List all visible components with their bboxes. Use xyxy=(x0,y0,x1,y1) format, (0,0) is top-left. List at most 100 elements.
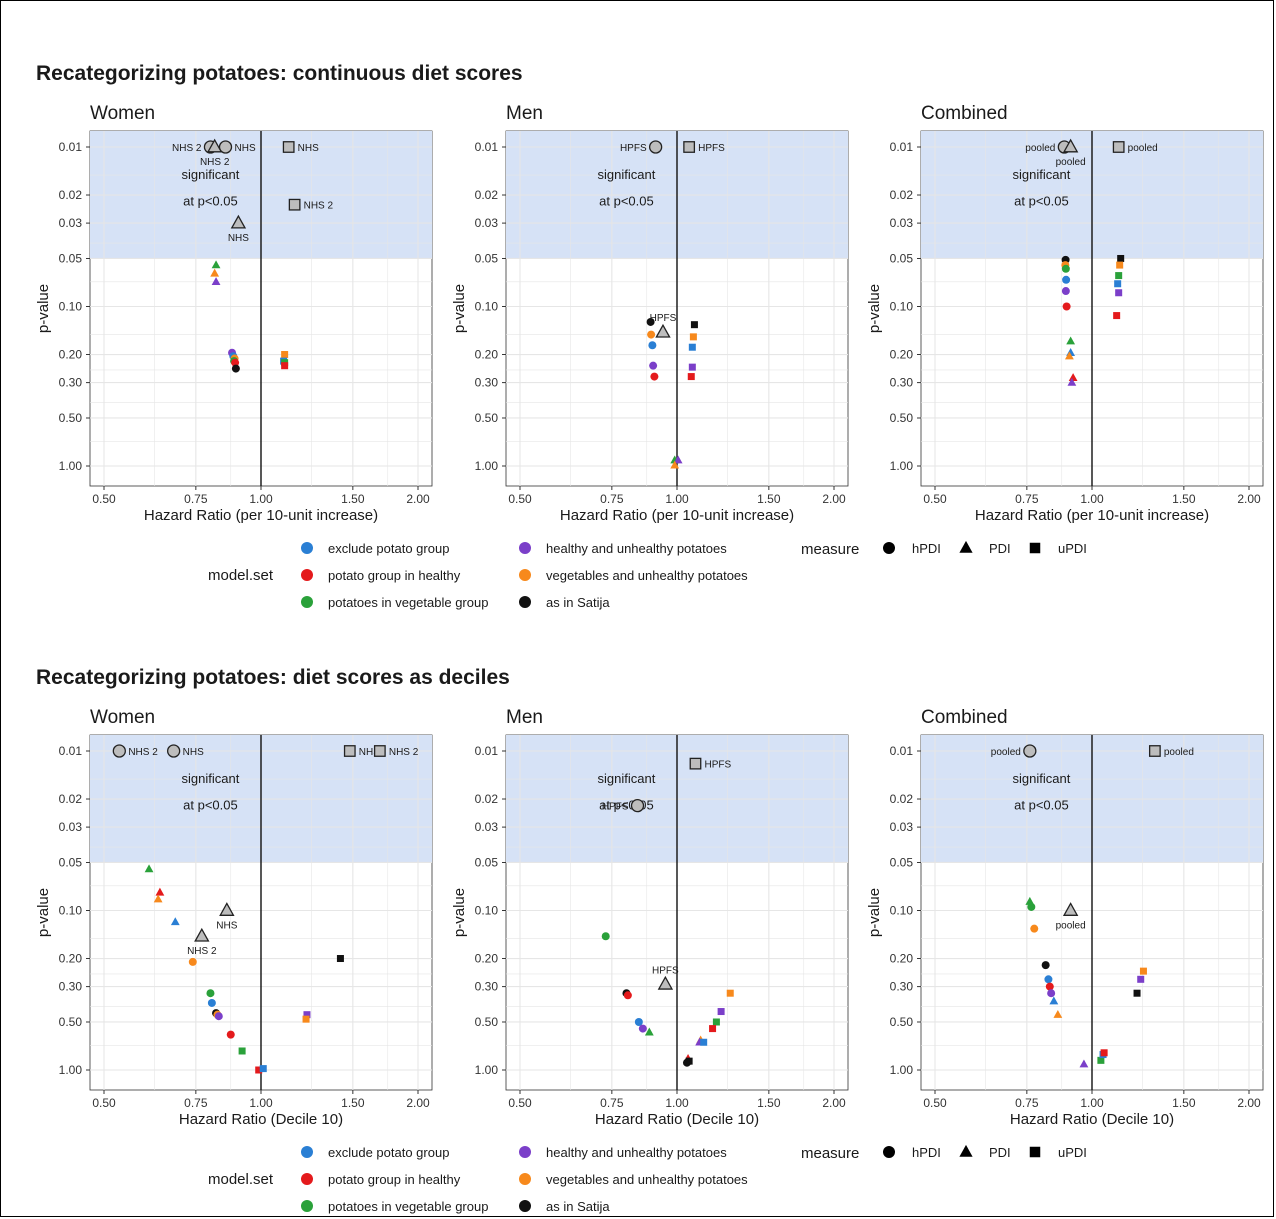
x-tick-label: 1.00 xyxy=(249,1096,273,1110)
x-tick-label: 0.75 xyxy=(600,492,624,506)
data-point xyxy=(682,1058,691,1067)
x-axis-title: Hazard Ratio (Decile 10) xyxy=(595,1111,759,1128)
reference-point xyxy=(112,744,126,758)
data-point xyxy=(1068,373,1078,382)
reference-label: HPFS xyxy=(704,760,731,771)
y-axis-title: p-value xyxy=(451,888,468,937)
y-tick-label: 0.01 xyxy=(890,744,914,758)
data-point xyxy=(1117,254,1125,262)
x-tick-label: 1.50 xyxy=(757,1096,781,1110)
y-tick-label: 0.20 xyxy=(59,952,83,966)
data-point xyxy=(155,887,165,896)
data-point xyxy=(206,989,215,998)
legend-title: measure xyxy=(801,541,859,558)
reference-point xyxy=(194,927,210,942)
data-point xyxy=(650,372,659,381)
data-point xyxy=(238,1047,246,1055)
x-tick-label: 1.00 xyxy=(665,1096,689,1110)
significance-label: at p<0.05 xyxy=(183,194,238,209)
x-tick-label: 2.00 xyxy=(406,1096,430,1110)
data-point xyxy=(1064,351,1074,360)
x-tick-label: 0.50 xyxy=(92,492,116,506)
reference-label: HPFS xyxy=(652,965,679,976)
data-point xyxy=(1049,996,1059,1005)
reference-label: NHS 2 xyxy=(200,157,230,168)
y-tick-label: 1.00 xyxy=(890,459,914,473)
legend-swatch xyxy=(301,1146,313,1158)
y-tick-label: 0.02 xyxy=(59,792,83,806)
panel-combined: Combined 0.01 0.02 0.03 0.05 0.10 0.20 0.30 0.50… xyxy=(866,707,1264,1128)
y-tick-label: 0.05 xyxy=(890,855,914,869)
reference-label: NHS xyxy=(359,747,380,758)
block-title: Recategorizing potatoes: continuous diet… xyxy=(36,62,523,85)
reference-label: HPFS xyxy=(698,143,725,154)
legend-label: PDI xyxy=(989,541,1011,556)
legend-shape xyxy=(959,1144,973,1157)
panel-women: Women 0.01 0.02 0.03 0.05 0.10 0.20 0.30 0.50 1.0… xyxy=(35,707,433,1128)
x-tick-label: 1.50 xyxy=(757,492,781,506)
significance-label: at p<0.05 xyxy=(183,798,238,813)
x-tick-label: 0.50 xyxy=(923,492,947,506)
data-point xyxy=(226,1030,235,1039)
y-tick-label: 0.10 xyxy=(59,904,83,918)
y-tick-label: 0.05 xyxy=(59,251,83,265)
significance-label: at p<0.05 xyxy=(1014,798,1069,813)
legend-swatch xyxy=(519,1146,531,1158)
x-tick-label: 2.00 xyxy=(406,492,430,506)
block-title: Recategorizing potatoes: diet scores as … xyxy=(36,666,510,689)
data-point xyxy=(690,321,698,329)
data-point xyxy=(303,1011,311,1019)
data-point xyxy=(712,1018,720,1026)
data-point xyxy=(1097,1056,1105,1064)
legend-swatch xyxy=(301,1173,313,1185)
data-point xyxy=(688,343,696,351)
legend: model.set exclude potato group potato grou… xyxy=(208,540,1087,610)
reference-label: pooled xyxy=(1164,747,1194,758)
y-tick-label: 0.03 xyxy=(59,216,83,230)
data-point xyxy=(1053,1009,1063,1018)
data-point xyxy=(170,917,180,926)
legend-swatch xyxy=(519,1200,531,1212)
y-tick-label: 0.01 xyxy=(475,140,499,154)
data-point xyxy=(302,1015,310,1023)
reference-label: pooled xyxy=(1056,921,1086,932)
legend-label: as in Satija xyxy=(546,1199,610,1214)
legend-label: vegetables and unhealthy potatoes xyxy=(546,1172,748,1187)
reference-point xyxy=(373,745,386,757)
x-tick-label: 0.50 xyxy=(92,1096,116,1110)
panel-title: Women xyxy=(90,707,155,728)
reference-point xyxy=(1112,141,1125,153)
y-tick-label: 0.05 xyxy=(475,855,499,869)
legend-swatch xyxy=(519,569,531,581)
y-tick-label: 0.02 xyxy=(59,188,83,202)
y-tick-label: 1.00 xyxy=(475,459,499,473)
data-point xyxy=(1067,377,1077,386)
y-tick-label: 0.30 xyxy=(59,980,83,994)
panel-women: Women 0.01 0.02 0.03 0.05 0.10 0.20 0.30 0.50 1.0… xyxy=(35,103,433,524)
data-point xyxy=(648,341,657,350)
y-tick-label: 1.00 xyxy=(475,1063,499,1077)
reference-label: HPFS xyxy=(602,802,629,813)
legend-swatch xyxy=(519,596,531,608)
y-tick-label: 0.01 xyxy=(890,140,914,154)
panel-title: Men xyxy=(506,707,543,728)
x-tick-label: 0.75 xyxy=(1015,492,1039,506)
data-point xyxy=(1025,896,1035,905)
data-point xyxy=(1133,989,1141,997)
y-tick-label: 0.20 xyxy=(475,952,499,966)
data-point xyxy=(153,894,163,903)
reference-point xyxy=(655,323,671,338)
y-axis-title: p-value xyxy=(35,888,52,937)
reference-point xyxy=(630,798,645,813)
data-point xyxy=(144,864,154,873)
y-tick-label: 0.01 xyxy=(59,744,83,758)
x-tick-label: 0.75 xyxy=(184,492,208,506)
y-tick-label: 0.02 xyxy=(475,792,499,806)
data-point xyxy=(1045,982,1054,991)
data-point xyxy=(623,991,632,1000)
y-tick-label: 0.03 xyxy=(475,216,499,230)
data-point xyxy=(1030,924,1039,933)
data-point xyxy=(210,268,220,277)
data-point xyxy=(214,1012,223,1021)
legend-title: model.set xyxy=(208,1171,274,1188)
